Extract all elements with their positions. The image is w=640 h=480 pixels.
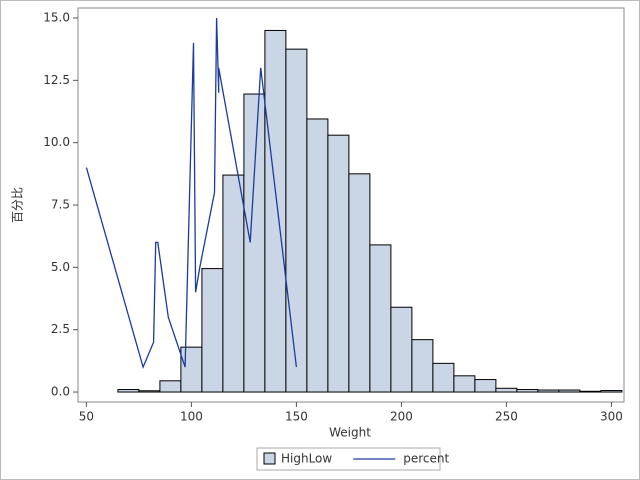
- histogram-bar: [411, 339, 434, 393]
- legend-box: [256, 447, 441, 471]
- histogram-bar: [390, 306, 413, 393]
- histogram-bar: [117, 389, 140, 393]
- y-tick-label: 12.5: [43, 73, 70, 87]
- histogram-bar: [600, 390, 623, 393]
- y-tick-label: 10.0: [43, 135, 70, 149]
- histogram-bar: [327, 134, 350, 393]
- legend-label: percent: [403, 452, 449, 466]
- histogram-bar: [264, 29, 287, 393]
- histogram-bar: [348, 173, 371, 393]
- histogram-bar: [558, 389, 581, 393]
- x-tick-label: 200: [390, 410, 413, 424]
- histogram-bar: [495, 387, 518, 393]
- histogram-bar: [180, 346, 203, 393]
- y-tick-label: 7.5: [51, 198, 70, 212]
- legend-label: HighLow: [281, 452, 332, 466]
- y-tick-label: 2.5: [51, 322, 70, 336]
- histogram-bar: [138, 390, 161, 393]
- x-tick-label: 250: [495, 410, 518, 424]
- histogram-bar: [369, 244, 392, 393]
- y-tick-label: 15.0: [43, 10, 70, 24]
- y-tick-label: 5.0: [51, 260, 70, 274]
- line: [85, 17, 298, 370]
- x-tick-label: 100: [180, 410, 203, 424]
- histogram-bar: [453, 375, 476, 393]
- legend-swatch: [263, 452, 276, 465]
- histogram-bar: [159, 380, 182, 393]
- x-tick-label: 150: [285, 410, 308, 424]
- histogram-bar: [516, 389, 539, 393]
- histogram-bar: [285, 48, 308, 393]
- histogram-bar: [579, 390, 602, 393]
- histogram-bar: [474, 379, 497, 393]
- x-axis-label: Weight: [329, 426, 371, 440]
- y-tick-label: 0.0: [51, 385, 70, 399]
- y-axis-label: 百分比: [11, 187, 25, 223]
- histogram-bar: [537, 389, 560, 393]
- histogram-bar: [243, 93, 266, 393]
- histogram-bar: [432, 362, 455, 393]
- histogram-bar: [201, 268, 224, 393]
- x-tick-label: 300: [600, 410, 623, 424]
- histogram-bar: [306, 118, 329, 393]
- x-tick-label: 50: [79, 410, 94, 424]
- histogram-bar: [222, 174, 245, 393]
